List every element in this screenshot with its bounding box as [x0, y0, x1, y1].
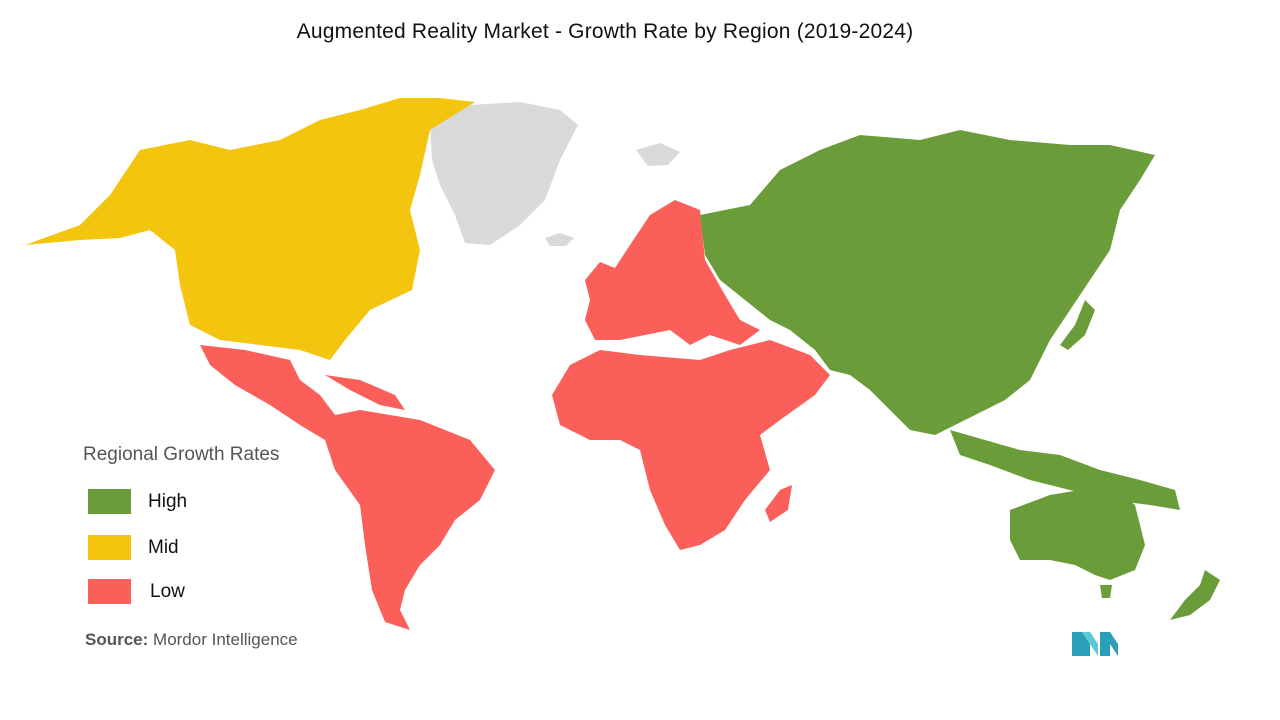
svalbard-shape [636, 143, 680, 166]
region-europe [585, 200, 760, 345]
source-line: Source: Mordor Intelligence [85, 630, 298, 650]
legend-label-high: High [148, 490, 188, 512]
legend-item-low: Low [88, 579, 185, 604]
region-north-america [25, 98, 475, 360]
source-label: Source: [85, 630, 149, 649]
map-title: Augmented Reality Market - Growth Rate b… [296, 20, 914, 43]
greenland-shape [430, 102, 578, 245]
iceland-shape [545, 233, 574, 246]
madagascar-shape [765, 485, 792, 522]
legend-swatch-high [88, 489, 131, 514]
legend-swatch-mid [88, 535, 131, 560]
australia-shape [1010, 485, 1145, 580]
new-zealand-shape [1170, 570, 1220, 620]
legend-title: Regional Growth Rates [83, 444, 280, 465]
source-text: Mordor Intelligence [153, 630, 298, 649]
legend-item-high: High [88, 489, 187, 514]
legend-label-mid: Mid [148, 536, 179, 558]
legend-swatch-low [88, 579, 131, 604]
region-asia-pacific [700, 130, 1155, 435]
caribbean-shape [325, 375, 405, 410]
mordor-intelligence-logo-icon [1072, 632, 1118, 656]
region-latin-america [200, 345, 495, 630]
southeast-asia-islands [950, 430, 1180, 510]
tasmania-shape [1100, 585, 1112, 598]
japan-shape [1060, 300, 1095, 350]
legend-item-mid: Mid [88, 535, 179, 560]
region-middle-east-africa [552, 340, 830, 550]
legend-label-low: Low [150, 580, 185, 602]
